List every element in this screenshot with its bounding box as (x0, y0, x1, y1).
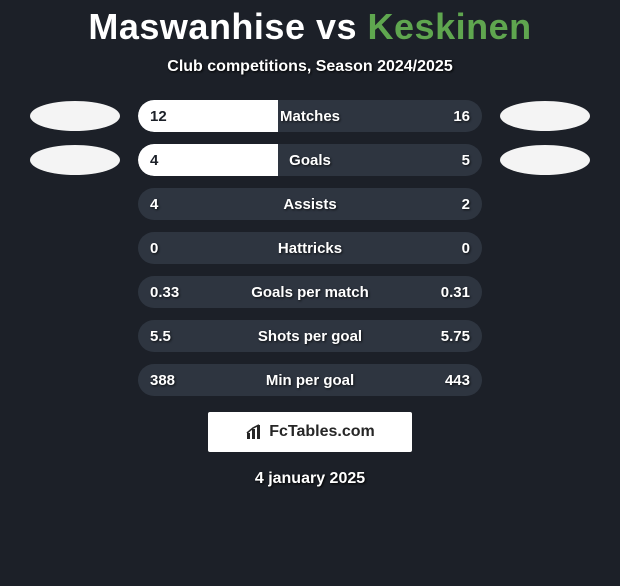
player1-logo (30, 101, 120, 131)
logo-spacer (30, 321, 120, 351)
title-player1: Maswanhise (88, 6, 305, 47)
stat-bar: Shots per goal 5.5 5.75 (138, 320, 482, 352)
stat-bar: Matches 12 16 (138, 100, 482, 132)
stat-label: Assists (283, 196, 336, 213)
stat-value-player2: 5.75 (441, 328, 470, 345)
stats-container: Matches 12 16 Goals 4 5 Assists 4 2 Hattricks 0 0 Go… (0, 100, 620, 396)
stat-value-player1: 0 (150, 240, 158, 257)
stat-value-player1: 12 (150, 108, 167, 125)
chart-icon (245, 423, 265, 441)
comparison-title: Maswanhise vs Keskinen (0, 6, 620, 48)
stat-value-player2: 0.31 (441, 284, 470, 301)
player2-logo (500, 145, 590, 175)
comparison-subtitle: Club competitions, Season 2024/2025 (0, 58, 620, 76)
logo-spacer (500, 189, 590, 219)
stat-bar: Assists 4 2 (138, 188, 482, 220)
logo-spacer (500, 365, 590, 395)
stat-value-player2: 2 (462, 196, 470, 213)
branding-text: FcTables.com (269, 423, 375, 441)
logo-spacer (500, 277, 590, 307)
stat-row: Goals 4 5 (0, 144, 620, 176)
logo-spacer (30, 365, 120, 395)
logo-spacer (30, 277, 120, 307)
stat-value-player1: 0.33 (150, 284, 179, 301)
stat-bar: Min per goal 388 443 (138, 364, 482, 396)
stat-value-player1: 4 (150, 196, 158, 213)
player2-logo (500, 101, 590, 131)
branding-badge: FcTables.com (208, 412, 412, 452)
stat-label: Goals per match (251, 284, 369, 301)
stat-value-player2: 5 (462, 152, 470, 169)
stat-label: Shots per goal (258, 328, 362, 345)
stat-row: Shots per goal 5.5 5.75 (0, 320, 620, 352)
stat-label: Goals (289, 152, 331, 169)
stat-row: Hattricks 0 0 (0, 232, 620, 264)
stat-label: Min per goal (266, 372, 354, 389)
player1-logo (30, 145, 120, 175)
bar-fill-player1 (138, 144, 278, 176)
stat-label: Matches (280, 108, 340, 125)
stat-bar: Goals 4 5 (138, 144, 482, 176)
title-player2: Keskinen (368, 6, 532, 47)
logo-spacer (30, 233, 120, 263)
title-vs: vs (305, 6, 367, 47)
stat-row: Matches 12 16 (0, 100, 620, 132)
stat-value-player1: 4 (150, 152, 158, 169)
stat-value-player2: 443 (445, 372, 470, 389)
stat-label: Hattricks (278, 240, 342, 257)
stat-bar: Goals per match 0.33 0.31 (138, 276, 482, 308)
stat-value-player2: 0 (462, 240, 470, 257)
stat-value-player1: 5.5 (150, 328, 171, 345)
stat-row: Goals per match 0.33 0.31 (0, 276, 620, 308)
comparison-date: 4 january 2025 (0, 470, 620, 488)
logo-spacer (500, 233, 590, 263)
stat-bar: Hattricks 0 0 (138, 232, 482, 264)
logo-spacer (500, 321, 590, 351)
stat-row: Min per goal 388 443 (0, 364, 620, 396)
stat-value-player2: 16 (453, 108, 470, 125)
stat-row: Assists 4 2 (0, 188, 620, 220)
stat-value-player1: 388 (150, 372, 175, 389)
logo-spacer (30, 189, 120, 219)
